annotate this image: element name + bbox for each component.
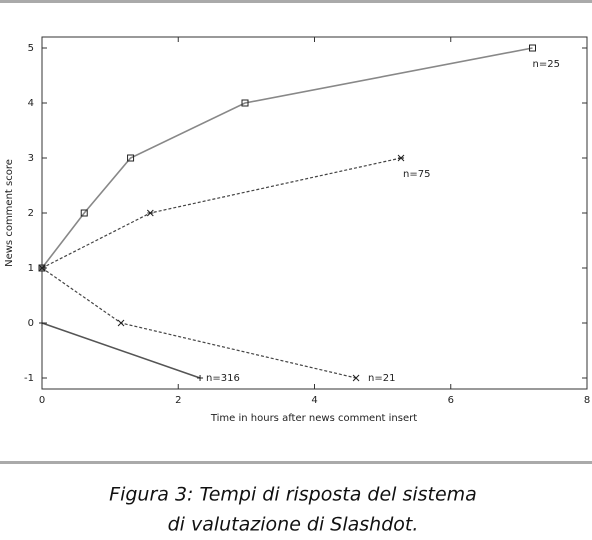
point-marker	[197, 375, 204, 381]
x-tick-label: 2	[175, 395, 181, 406]
x-tick-label: 8	[584, 395, 590, 406]
y-tick-label: 2	[28, 208, 34, 219]
caption-line: di valutazione di Slashdot.	[168, 514, 419, 536]
caption-line: Figura 3: Tempi di risposta del sistema	[109, 484, 477, 506]
series-line	[41, 322, 201, 379]
y-tick-label: 3	[28, 153, 34, 164]
bottom-rule	[0, 461, 592, 464]
point-marker	[117, 319, 125, 327]
y-tick-label: 1	[28, 263, 34, 274]
y-tick-label: 0	[28, 318, 34, 329]
series-label: n=316	[206, 373, 240, 384]
y-tick-label: 5	[28, 43, 34, 54]
x-tick-label: 6	[448, 395, 454, 406]
point-marker	[529, 44, 536, 52]
point-marker	[146, 209, 154, 217]
point-marker	[241, 99, 249, 107]
x-axis-label: Time in hours after news comment insert	[210, 413, 417, 424]
series-line	[41, 157, 402, 269]
series-line	[41, 47, 533, 269]
point-marker	[80, 209, 88, 217]
y-axis-label: News comment score	[4, 159, 15, 267]
point-marker	[38, 264, 46, 272]
series-line	[41, 267, 357, 379]
y-tick-label: 4	[28, 98, 34, 109]
y-tick-label: -1	[24, 373, 34, 384]
x-tick-label: 0	[39, 395, 45, 406]
series-label: n=25	[533, 59, 560, 70]
point-marker	[397, 154, 405, 162]
point-marker	[39, 320, 45, 326]
x-tick-label: 4	[311, 395, 317, 406]
top-rule	[0, 0, 592, 3]
point-marker	[127, 154, 135, 162]
point-marker	[352, 374, 360, 382]
series-label: n=75	[403, 169, 430, 180]
series-label: n=21	[368, 373, 395, 384]
